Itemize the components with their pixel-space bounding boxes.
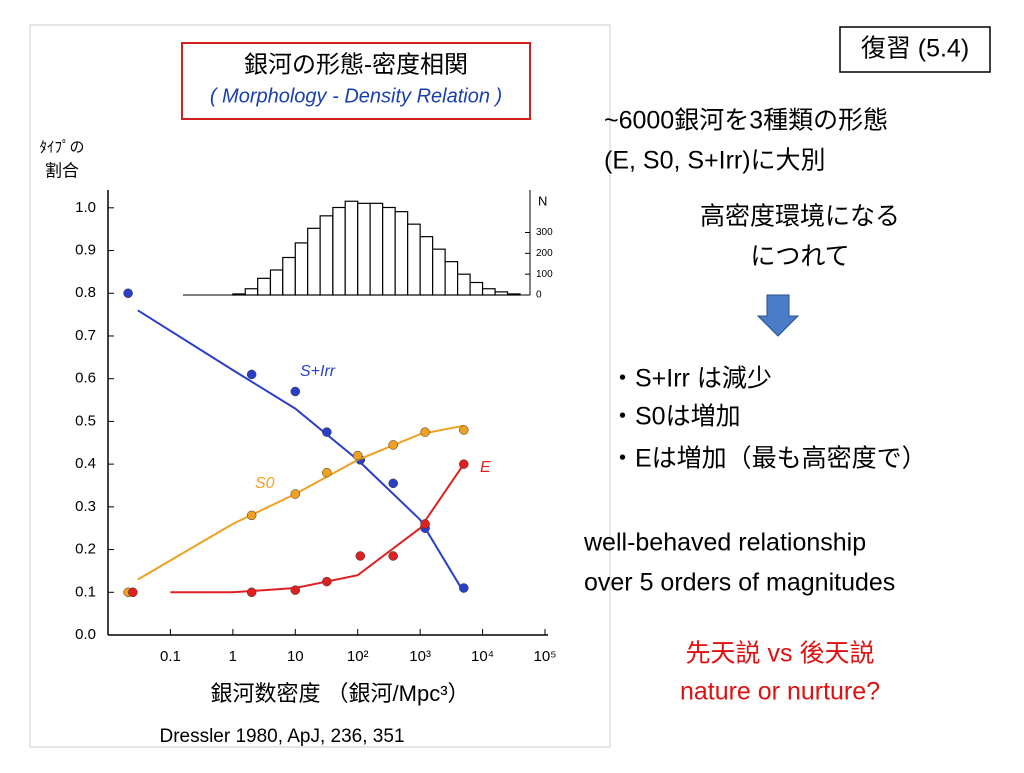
histogram-bar [232, 293, 246, 296]
bullet: ・Eは増加（最も高密度で） [610, 445, 927, 473]
x-tick-label: 0.1 [160, 648, 181, 665]
tag-box [839, 26, 991, 73]
data-point [459, 583, 469, 593]
data-point [290, 386, 301, 397]
x-tick-label: 10⁵ [534, 648, 557, 665]
y-tick-label: 0.4 [75, 455, 96, 472]
chart-title: 銀河の形態-密度相関 [244, 51, 468, 78]
histogram-bar [244, 288, 259, 296]
data-point [420, 519, 430, 529]
x-label: 銀河数密度 （銀河/Mpc³） [210, 681, 469, 706]
histogram-bar [432, 248, 446, 296]
histogram-bar [357, 202, 371, 296]
y-tick-label: 0.9 [75, 242, 96, 259]
tag: 復習 (5.4) [861, 35, 969, 63]
y-label: ﾀｲﾌﾟの [39, 139, 84, 156]
inset-tick-label: 200 [536, 248, 553, 259]
data-point [290, 489, 301, 499]
down-arrow [756, 294, 800, 337]
inset-y-label: N [538, 193, 547, 208]
histogram-bar [319, 215, 334, 296]
note: over 5 orders of magnitudes [584, 569, 895, 597]
text-line: ~6000銀河を3種類の形態 [604, 107, 888, 135]
data-point [123, 288, 133, 299]
note: well-behaved relationship [583, 529, 866, 557]
data-point [355, 551, 366, 561]
data-point [128, 587, 138, 598]
bullet: ・S+Irr は減少 [610, 365, 772, 393]
histogram-bar [307, 227, 321, 296]
y-label: 割合 [45, 161, 79, 180]
y-tick-label: 0.8 [75, 284, 96, 301]
histogram-bar [382, 206, 396, 296]
data-point [322, 427, 332, 437]
y-tick-label: 0.2 [75, 541, 96, 558]
histogram-bar [282, 256, 296, 296]
question: nature or nurture? [680, 678, 880, 706]
bullet: ・S0は増加 [610, 403, 741, 431]
data-point [388, 551, 398, 561]
histogram-bar [344, 200, 359, 296]
histogram-bar [369, 202, 384, 296]
question: 先天説 vs 後天説 [686, 640, 875, 668]
data-point [322, 467, 332, 478]
y-tick-label: 0.7 [75, 327, 96, 344]
data-point [322, 576, 332, 587]
data-point [290, 585, 301, 595]
y-tick-label: 0.5 [75, 412, 96, 429]
histogram-bar [481, 288, 496, 296]
text-line: 高密度環境になる [700, 203, 900, 231]
histogram-bar [419, 236, 434, 296]
text-line: につれて [750, 243, 849, 271]
citation: Dressler 1980, ApJ, 236, 351 [159, 726, 404, 747]
data-point [459, 425, 469, 435]
data-point [388, 478, 398, 489]
data-point [246, 369, 257, 380]
data-point [246, 587, 257, 598]
x-tick-label: 10³ [409, 648, 431, 665]
x-tick-label: 10 [287, 648, 304, 665]
histogram-bar [269, 269, 284, 296]
x-tick-label: 1 [229, 648, 237, 665]
histogram-bar [506, 293, 521, 296]
data-point [388, 440, 398, 450]
text-line: (E, S0, S+Irr)に大別 [604, 147, 826, 175]
data-point [246, 510, 257, 521]
histogram-bar [444, 261, 459, 296]
inset-tick-label: 0 [536, 290, 542, 301]
series-label: S0 [255, 475, 275, 492]
series-label: S+Irr [300, 363, 336, 380]
title-box [181, 42, 531, 120]
data-point [459, 459, 469, 469]
histogram-bar [494, 291, 509, 296]
y-tick-label: 1.0 [75, 199, 96, 216]
histogram-bar [456, 273, 471, 296]
y-tick-label: 0.1 [75, 583, 96, 600]
histogram-bar [407, 223, 421, 296]
series-label: E [480, 459, 491, 476]
y-tick-label: 0.3 [75, 498, 96, 515]
data-point [420, 427, 430, 437]
y-tick-label: 0.6 [75, 370, 96, 387]
histogram-bar [332, 206, 346, 296]
inset-tick-label: 300 [536, 227, 553, 238]
histogram-bar [257, 277, 272, 296]
data-point [352, 450, 363, 461]
histogram-bar [394, 211, 409, 296]
y-tick-label: 0.0 [75, 626, 96, 643]
figure-frame [29, 24, 611, 748]
x-tick-label: 10² [347, 648, 369, 665]
histogram-bar [294, 242, 309, 296]
histogram-bar [469, 281, 484, 296]
x-tick-label: 10⁴ [471, 648, 494, 665]
chart-subtitle: ( Morphology - Density Relation ) [210, 85, 502, 107]
inset-tick-label: 100 [536, 269, 553, 280]
